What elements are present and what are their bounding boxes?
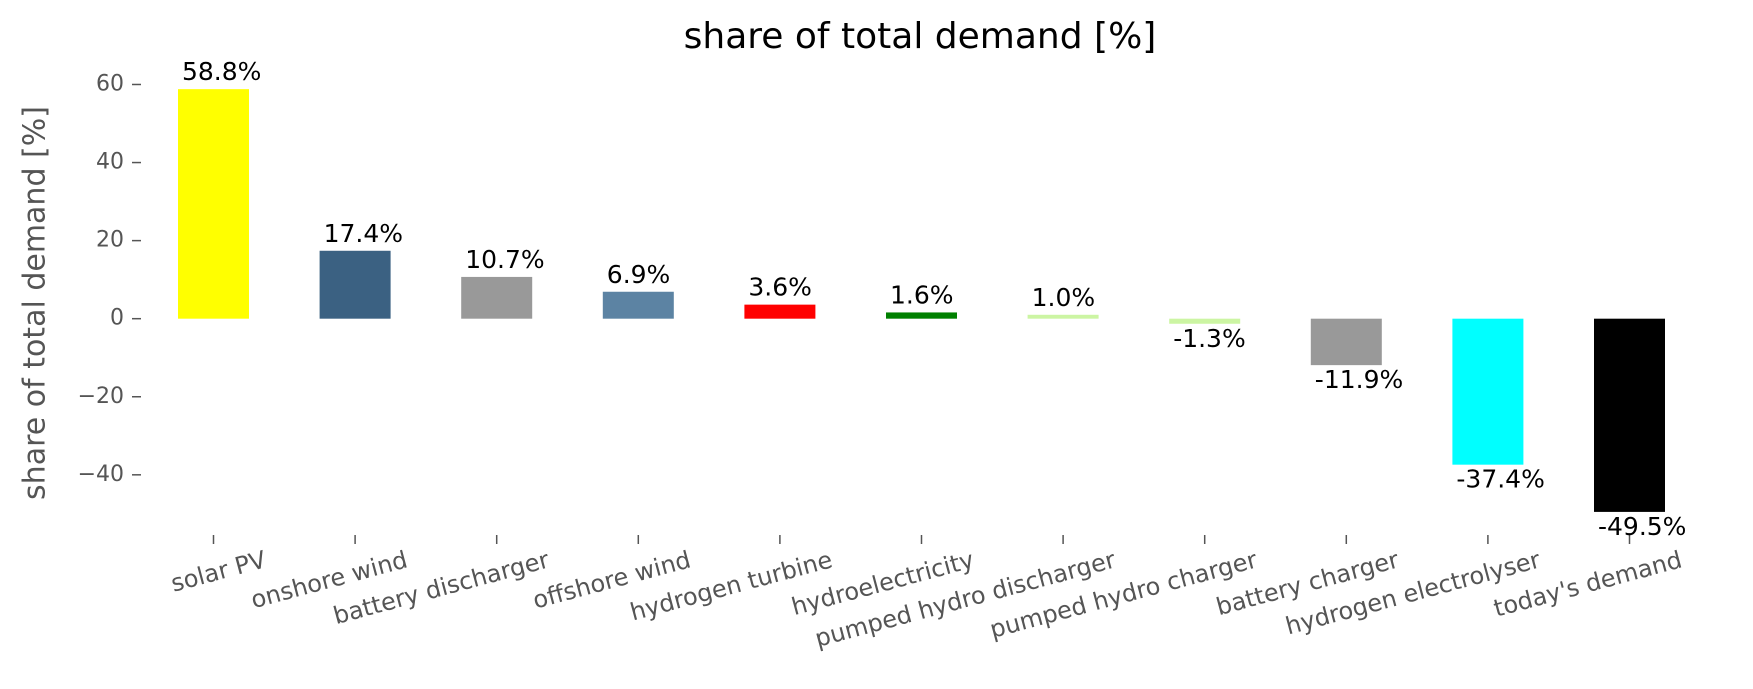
value-label: 1.6% (890, 280, 954, 309)
value-label: 17.4% (324, 219, 403, 248)
y-tick-label: −40 (78, 462, 124, 487)
y-tick-label: 60 (96, 71, 124, 96)
value-label: -37.4% (1456, 465, 1544, 494)
bar (178, 89, 249, 319)
bar (1027, 314, 1099, 319)
bar (602, 291, 674, 319)
value-label: 1.0% (1032, 283, 1096, 312)
y-tick-label: 40 (96, 150, 124, 175)
value-label: 10.7% (465, 245, 544, 274)
bar (1169, 318, 1241, 324)
bar (319, 250, 391, 319)
value-label: -1.3% (1173, 324, 1246, 353)
y-tick-label: 0 (110, 306, 124, 331)
y-tick-label: −20 (78, 384, 124, 409)
bar (1452, 318, 1524, 465)
bar (1310, 318, 1382, 366)
value-label: -49.5% (1598, 512, 1686, 541)
value-label: 3.6% (748, 273, 812, 302)
chart-title: share of total demand [%] (684, 16, 1157, 57)
value-label: -11.9% (1315, 365, 1403, 394)
bar (744, 304, 816, 319)
bar (886, 312, 957, 319)
value-label: 6.9% (607, 260, 671, 289)
y-axis-label: share of total demand [%] (18, 106, 53, 500)
bar (461, 276, 533, 319)
value-label: 58.8% (182, 57, 261, 86)
bar (1594, 318, 1665, 512)
y-tick-label: 20 (96, 228, 124, 253)
